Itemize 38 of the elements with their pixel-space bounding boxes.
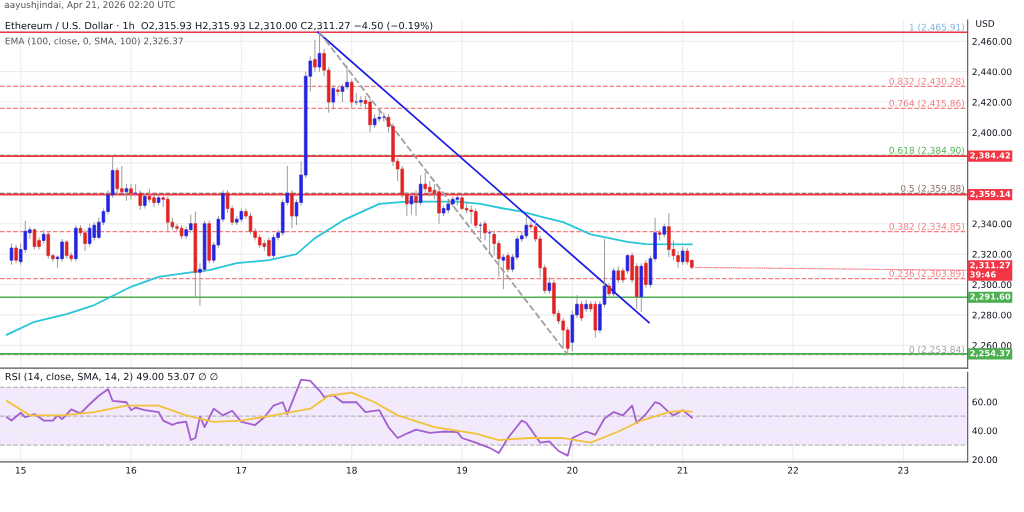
ref-line-label: 2,291.60 xyxy=(970,293,1011,301)
chart-title: Ethereum / U.S. Dollar · 1h O2,315.93 H2,315.93 L2,310.00 C2,311.27 −4.50 (−0.19%) xyxy=(5,21,433,31)
y-tick-label: 2,460.00 xyxy=(972,37,1012,46)
ref-line-label: 0.382 (2,334.85) xyxy=(889,222,964,231)
ref-line-label: 0.618 (2,384.90) xyxy=(889,146,964,155)
x-tick-label: 18 xyxy=(346,466,357,474)
y-tick-label: 20.00 xyxy=(972,456,998,464)
y-tick-label: 2,300.00 xyxy=(972,281,1012,289)
x-tick-label: 23 xyxy=(898,466,909,474)
ref-line-label: 0 (2,253.84) xyxy=(909,345,964,354)
text: EMA (100, close, 0, SMA, 100) 2,326.37 xyxy=(5,37,183,46)
x-tick-label: 21 xyxy=(677,466,688,474)
annotation: 2,311.27 39:46 xyxy=(970,261,1011,278)
ref-line-label: 0.832 (2,430.28) xyxy=(889,77,964,86)
x-tick-label: 17 xyxy=(236,466,247,474)
y-tick-label: 2,280.00 xyxy=(972,311,1012,320)
y-tick-label: 60.00 xyxy=(972,398,998,406)
ref-line-label: 1 (2,465.91) xyxy=(909,23,964,32)
ref-line-label: 0.5 (2,359.88) xyxy=(900,184,964,193)
y-tick-label: 2,400.00 xyxy=(972,129,1012,137)
x-tick-label: 20 xyxy=(567,466,578,474)
x-tick-label: 16 xyxy=(126,466,137,474)
ref-line-label: 0.764 (2,415.86) xyxy=(889,99,964,108)
y-tick-label: 2,420.00 xyxy=(972,98,1012,107)
x-tick-label: 19 xyxy=(457,466,468,474)
y-axis-title: USD xyxy=(976,20,995,27)
y-tick-label: 2,340.00 xyxy=(972,220,1012,229)
ref-line-label: 2,254.37 xyxy=(970,350,1011,358)
ref-line-label: 2,384.42 xyxy=(970,152,1011,160)
y-tick-label: 2,320.00 xyxy=(972,250,1012,259)
ref-line-label: 2,359.14 xyxy=(970,190,1011,199)
text: aayushjindai, Apr 21, 2026 02:20 UTC xyxy=(4,1,175,10)
ref-line-label: 0.236 (2,303.89) xyxy=(889,269,964,278)
y-tick-label: 40.00 xyxy=(972,427,998,435)
y-tick-label: 2,440.00 xyxy=(972,68,1012,77)
x-tick-label: 22 xyxy=(787,466,798,474)
chart-title: RSI (14, close, SMA, 14, 2) 49.00 53.07 ∅ ∅ xyxy=(5,372,218,382)
x-tick-label: 15 xyxy=(15,466,26,474)
